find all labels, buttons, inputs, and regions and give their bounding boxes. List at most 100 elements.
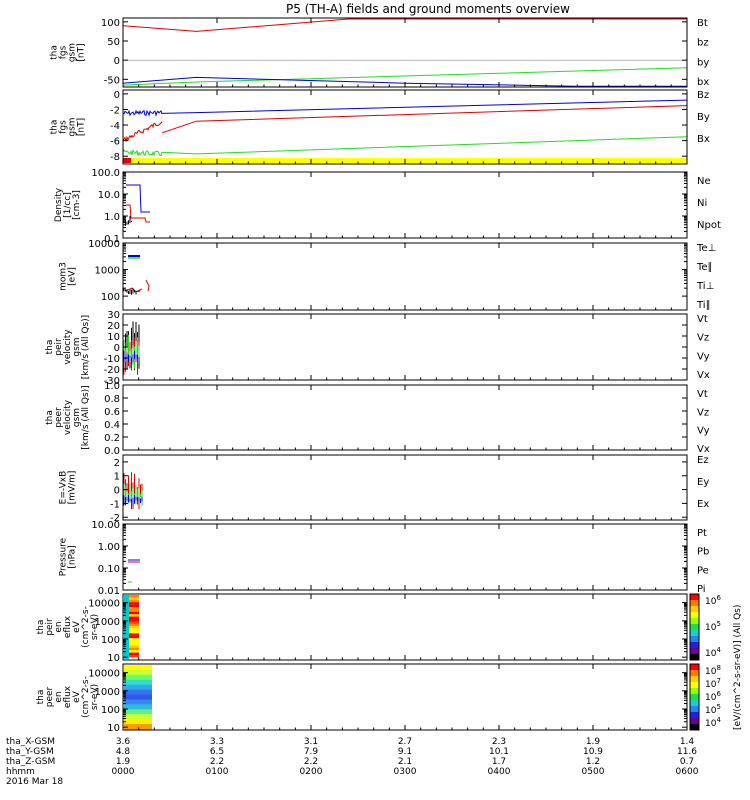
- by-noise: [122, 148, 163, 158]
- spectrogram-cell: [129, 635, 139, 639]
- spectrogram-cell: [129, 609, 139, 612]
- legend-label: Pb: [697, 547, 709, 558]
- colorbar-tick-label: 104: [705, 716, 721, 729]
- colorbar-tick-label: 106: [705, 690, 721, 703]
- y-axis-label: mom3: [59, 262, 69, 291]
- npot-line: [126, 184, 150, 213]
- y-tick-label: 1000: [95, 687, 120, 698]
- y-axis-label: [km/s (All Qs)]: [81, 385, 91, 449]
- y-axis-label: tha: [50, 45, 60, 60]
- y-tick-label: 10.0: [98, 190, 120, 201]
- y-axis-label: [1/cc]: [63, 192, 73, 218]
- panel-peir-spectrogram: tha peir en eflux eV (cm^2-s-sr-eV) 10000 1000 1…: [36, 593, 688, 664]
- colorbar-swatch: [690, 694, 699, 701]
- panel-pressure: Pressure [nPa] 10.00 1.00 0.10 0.01 Pt Pb Pe Pi: [59, 520, 710, 597]
- panel-frame: [122, 313, 688, 381]
- y-tick-label: 0.0: [104, 446, 120, 457]
- y-axis-label: fgs: [59, 120, 69, 134]
- y-tick-label: 100: [101, 18, 120, 29]
- y-tick-label: 0.10: [98, 564, 120, 575]
- colorbar-tick-label: 106: [705, 594, 721, 607]
- spectrogram-cell: [129, 614, 139, 617]
- y-axis-label: E=-VxB: [59, 471, 69, 505]
- panel-frame: [122, 171, 688, 239]
- spectrogram-cell: [129, 645, 139, 648]
- y-axis-label: peir: [45, 618, 55, 636]
- x-tick-label: 10.1: [489, 747, 509, 757]
- y-axis-label: tha: [36, 620, 46, 635]
- spectrogram-cell: [129, 621, 139, 624]
- colorbar-tick-exponent: 5: [716, 620, 720, 628]
- spectrogram-cell: [124, 699, 152, 705]
- y-axis-label: [cm-3]: [72, 190, 82, 220]
- y-tick-label: 0.2: [104, 433, 120, 444]
- spectrogram-cell: [124, 714, 152, 720]
- colorbar-swatch: [690, 700, 699, 707]
- spectrogram-cell: [124, 724, 152, 730]
- x-tick-label: 9.1: [398, 747, 412, 757]
- y-axis-label: sr-eV): [90, 614, 100, 640]
- colorbar-swatch: [690, 712, 699, 719]
- colorbar-1: 106 105 104: [689, 593, 721, 661]
- spectrogram-cell: [124, 684, 152, 691]
- series-line: [161, 136, 688, 155]
- colorbar-tick-exponent: 7: [716, 677, 720, 685]
- colorbar-swatch: [690, 636, 699, 643]
- y-tick-label: -50: [104, 75, 120, 86]
- panel-density: Density [1/cc] [cm-3] 100.0 10.0 1.0 0.1 Ne Ni Np…: [54, 168, 721, 245]
- spectrogram-cell: [124, 595, 129, 659]
- spectrogram-cell: [129, 607, 139, 610]
- panel-fgs-gsm: tha fgs gsm [nT] 0 -2 -4 -6 -8 Bz By Bx: [50, 89, 710, 165]
- y-axis-label: gsm: [68, 43, 78, 62]
- y-tick-label: 1000: [95, 266, 120, 277]
- x-tick-label: 3.1: [304, 737, 318, 747]
- x-row-label: tha_Z-GSM: [6, 757, 55, 767]
- x-row-label: tha_X-GSM: [6, 737, 55, 747]
- colorbar-swatch: [690, 624, 699, 631]
- colorbar-swatch: [690, 706, 699, 713]
- x-tick-label: 0400: [488, 767, 511, 777]
- y-tick-label: 10: [107, 723, 120, 734]
- spectrogram-cell: [129, 623, 139, 627]
- y-axis-label: velocity: [63, 399, 73, 435]
- y-axis-label: [nPa]: [68, 545, 78, 568]
- spectrogram-cell: [129, 643, 139, 646]
- x-axis-labels: tha_X-GSM 3.6 3.3 3.1 2.7 2.3 1.9 1.4 tha_Y-GSM 4…: [6, 737, 699, 787]
- legend-label: Vz: [697, 333, 709, 344]
- spectrogram-cell: [129, 650, 139, 653]
- x-tick-label: 0200: [300, 767, 323, 777]
- y-tick-label: 10.00: [91, 520, 120, 531]
- colorbar-swatch: [690, 664, 699, 671]
- x-tick-label: 1.2: [586, 757, 600, 767]
- colorbar-swatch: [690, 618, 699, 625]
- y-axis-label: [km/s (All Qs)]: [81, 315, 91, 379]
- legend-label: Ex: [697, 499, 709, 510]
- y-axis-label: fgs: [59, 45, 69, 59]
- colorbar-swatch: [690, 612, 699, 619]
- colorbar-frame: [689, 663, 700, 731]
- panel-peer-spectrogram: tha peer en eflux eV (cm^2-s-sr-eV) 10000 1000 1…: [36, 663, 688, 734]
- y-tick-label: -10: [104, 354, 120, 365]
- panel-frame: [122, 454, 688, 521]
- x-tick-label: 3.6: [116, 737, 131, 747]
- colorbar-tick-label: 104: [705, 646, 721, 659]
- y-tick-label: -6: [110, 137, 120, 148]
- legend-label: Bx: [697, 134, 710, 145]
- y-tick-label: 1.0: [104, 212, 120, 223]
- panel-frame: [122, 663, 688, 731]
- y-axis-label: peer: [45, 686, 55, 707]
- date-label: 2016 Mar 18: [6, 777, 63, 787]
- y-tick-label: 50: [107, 37, 120, 48]
- y-tick-label: 0.8: [104, 394, 120, 405]
- legend-label: Vx: [697, 370, 710, 381]
- legend-label: Te⊥: [696, 243, 716, 254]
- colorbar-label: [eV/(cm^2-s-sr-eV)] (All Qs): [733, 605, 743, 730]
- legend-label: Bz: [697, 90, 709, 101]
- x-tick-label: 2.2: [304, 757, 318, 767]
- x-tick-label: 0.7: [680, 757, 694, 767]
- spectrogram-cell: [129, 597, 139, 600]
- legend-label: Ni: [697, 198, 707, 209]
- spectrogram-cell: [124, 679, 152, 686]
- bx-noise: [122, 109, 163, 117]
- legend-label: Ti⊥: [696, 281, 714, 292]
